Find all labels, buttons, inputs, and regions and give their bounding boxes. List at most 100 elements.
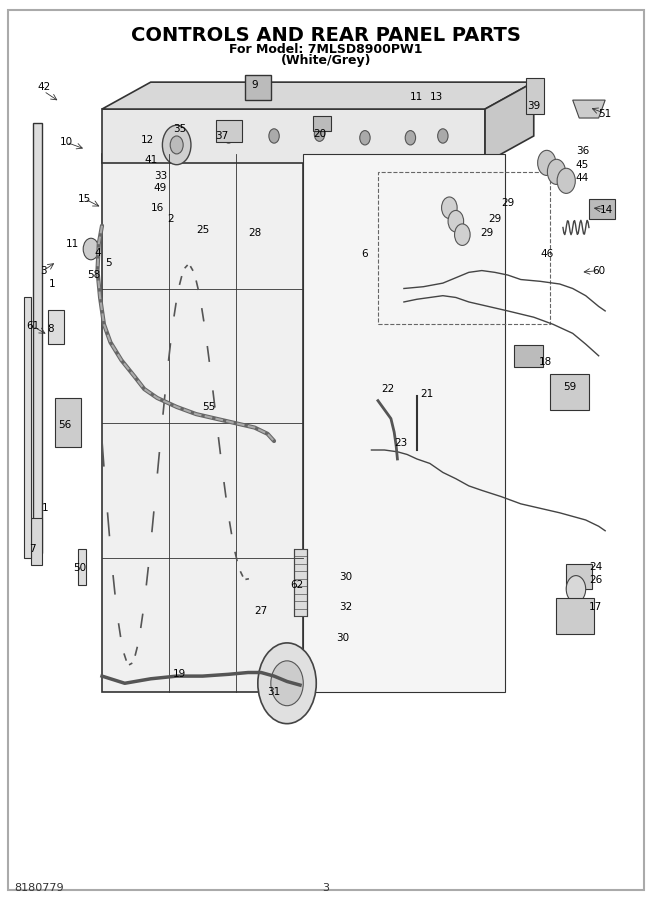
Text: 29: 29 xyxy=(481,228,494,238)
Text: 7: 7 xyxy=(29,544,36,554)
Text: 27: 27 xyxy=(254,607,268,616)
Text: 21: 21 xyxy=(420,390,434,400)
Text: 8: 8 xyxy=(47,324,53,334)
Circle shape xyxy=(258,643,316,724)
Bar xyxy=(526,77,544,113)
Text: 55: 55 xyxy=(203,402,216,412)
Text: 22: 22 xyxy=(381,384,394,394)
Text: 30: 30 xyxy=(339,572,352,582)
Text: 56: 56 xyxy=(59,420,72,430)
Circle shape xyxy=(548,159,565,184)
Text: 4: 4 xyxy=(94,248,101,257)
Text: 8180779: 8180779 xyxy=(14,883,64,893)
Text: 30: 30 xyxy=(336,634,349,643)
Bar xyxy=(102,109,485,163)
Text: 29: 29 xyxy=(501,198,514,208)
Text: 28: 28 xyxy=(248,228,261,238)
Bar xyxy=(556,598,594,634)
Bar xyxy=(566,564,592,590)
Text: 45: 45 xyxy=(576,159,589,170)
Circle shape xyxy=(314,127,325,141)
Text: 42: 42 xyxy=(37,82,50,92)
Polygon shape xyxy=(485,82,534,163)
Text: 1: 1 xyxy=(49,279,55,289)
Circle shape xyxy=(360,130,370,145)
Bar xyxy=(293,549,306,616)
Circle shape xyxy=(170,136,183,154)
Bar xyxy=(589,199,615,219)
Text: 9: 9 xyxy=(251,80,258,90)
Circle shape xyxy=(437,129,448,143)
Bar xyxy=(216,120,242,142)
Text: 19: 19 xyxy=(173,670,186,680)
Text: 10: 10 xyxy=(60,138,73,148)
Circle shape xyxy=(224,129,234,143)
Text: 26: 26 xyxy=(589,575,602,585)
Circle shape xyxy=(271,661,303,706)
Text: 5: 5 xyxy=(105,258,112,268)
Text: For Model: 7MLSD8900PW1: For Model: 7MLSD8900PW1 xyxy=(230,43,422,57)
Text: 6: 6 xyxy=(362,249,368,259)
Text: 36: 36 xyxy=(576,146,589,157)
Text: 20: 20 xyxy=(313,130,326,140)
Circle shape xyxy=(454,224,470,246)
Text: (White/Grey): (White/Grey) xyxy=(281,54,371,68)
Circle shape xyxy=(441,197,457,219)
Text: 35: 35 xyxy=(173,124,186,134)
Text: 31: 31 xyxy=(267,688,281,698)
Text: 3: 3 xyxy=(323,883,329,893)
Bar xyxy=(313,116,331,130)
Text: CONTROLS AND REAR PANEL PARTS: CONTROLS AND REAR PANEL PARTS xyxy=(131,26,521,45)
Text: 39: 39 xyxy=(527,102,541,112)
Circle shape xyxy=(448,211,464,232)
Bar xyxy=(24,298,31,558)
Text: 15: 15 xyxy=(78,194,91,203)
Text: 17: 17 xyxy=(589,602,602,612)
Text: 37: 37 xyxy=(216,131,229,141)
Circle shape xyxy=(162,125,191,165)
Text: 33: 33 xyxy=(154,171,167,181)
Text: 25: 25 xyxy=(196,225,209,235)
Text: 51: 51 xyxy=(599,109,612,119)
Text: 14: 14 xyxy=(600,204,613,214)
Polygon shape xyxy=(102,82,534,109)
Text: 61: 61 xyxy=(26,321,39,331)
Bar xyxy=(514,345,544,367)
Bar xyxy=(245,75,271,100)
Circle shape xyxy=(405,130,415,145)
Bar xyxy=(55,398,81,447)
Text: 59: 59 xyxy=(563,382,576,392)
Bar xyxy=(550,374,589,410)
Text: 60: 60 xyxy=(592,266,605,275)
Bar xyxy=(33,122,42,554)
Text: 18: 18 xyxy=(539,357,552,367)
Text: 32: 32 xyxy=(339,602,352,612)
Text: 24: 24 xyxy=(589,562,602,572)
Text: 50: 50 xyxy=(73,563,86,573)
Bar xyxy=(303,154,505,692)
Text: 29: 29 xyxy=(488,213,501,223)
Circle shape xyxy=(83,238,98,260)
Circle shape xyxy=(566,576,585,602)
Text: 1: 1 xyxy=(42,503,49,513)
Text: 23: 23 xyxy=(394,437,408,448)
Circle shape xyxy=(557,168,575,194)
Text: 41: 41 xyxy=(144,155,157,166)
Circle shape xyxy=(269,129,279,143)
Bar xyxy=(78,549,86,585)
Bar xyxy=(31,518,42,565)
Text: 12: 12 xyxy=(141,136,154,146)
Text: 2: 2 xyxy=(167,213,173,223)
Polygon shape xyxy=(572,100,605,118)
Text: 11: 11 xyxy=(67,238,80,248)
Text: 44: 44 xyxy=(576,173,589,183)
Text: 62: 62 xyxy=(290,580,303,590)
Text: 3: 3 xyxy=(40,266,47,275)
Text: 16: 16 xyxy=(151,202,164,212)
Text: 46: 46 xyxy=(540,249,554,259)
Bar xyxy=(102,154,303,692)
Text: 58: 58 xyxy=(87,270,100,280)
Circle shape xyxy=(538,150,556,176)
Bar xyxy=(48,310,65,344)
Text: 11: 11 xyxy=(410,93,424,103)
